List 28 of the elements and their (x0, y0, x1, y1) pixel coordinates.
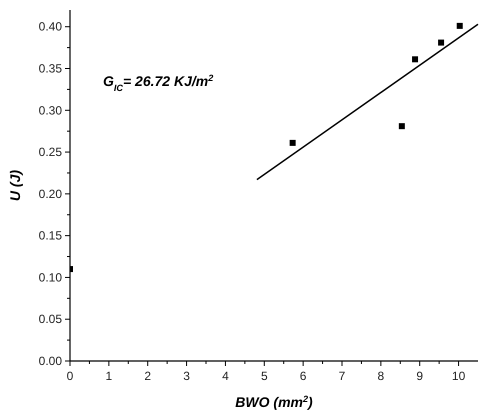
annotation: G$_{IC}$= 26.72 KJ/m$^{2}$ (103, 73, 214, 93)
y-axis-title: U (J) (7, 170, 23, 202)
point (290, 140, 296, 146)
y-tick-label: 0.10 (38, 270, 62, 284)
y-tick-label: 0.30 (38, 103, 62, 118)
x-tick-label: 6 (300, 369, 307, 383)
y-tick-label: 0.00 (38, 354, 62, 368)
x-tick-label: 3 (183, 369, 190, 383)
y-tick-label: 0.15 (38, 228, 62, 243)
x-tick-label: 8 (378, 369, 385, 383)
y-tick-label: 0.20 (38, 186, 62, 201)
x-tick-label: 1 (106, 369, 113, 383)
x-tick-label: 9 (416, 369, 424, 383)
x-axis-title: BWO (mm$^{2}$) (235, 394, 314, 410)
y-tick-label: 0.05 (38, 312, 62, 326)
x-tick-label: 4 (222, 369, 230, 383)
point (438, 40, 444, 46)
point (398, 123, 405, 130)
y-tick-label: 0.25 (38, 145, 62, 160)
y-tick-label: 0.40 (38, 20, 62, 34)
x-tick-label: 10 (452, 369, 466, 383)
x-tick-label: 5 (260, 369, 268, 383)
x-tick-label: 0 (66, 369, 74, 383)
point (412, 56, 418, 62)
point (456, 22, 463, 29)
x-tick-label: 7 (338, 369, 346, 383)
x-tick-label: 2 (144, 369, 152, 383)
y-tick-label: 0.35 (38, 62, 62, 76)
